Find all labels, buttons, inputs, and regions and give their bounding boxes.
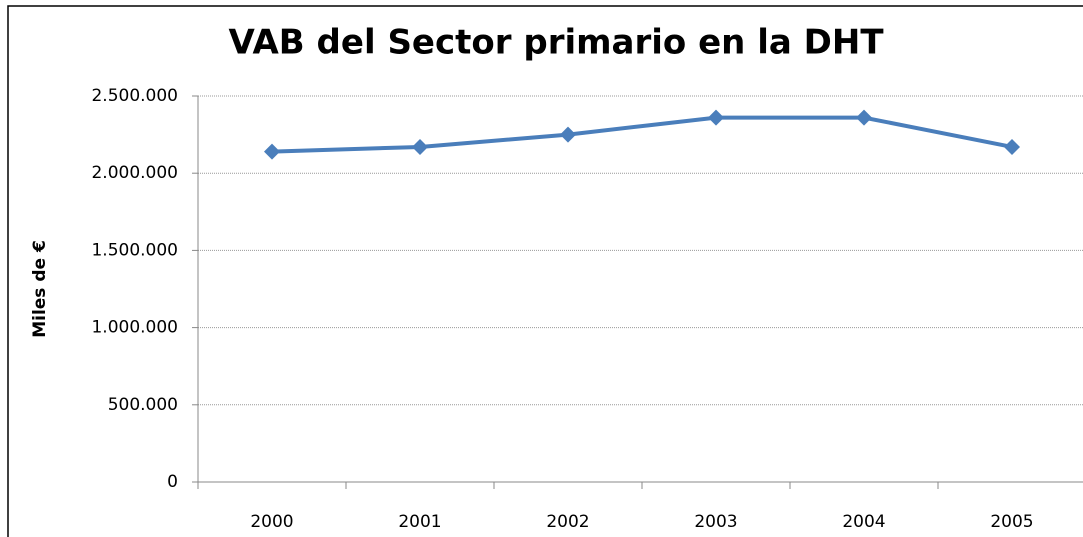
y-tick-label: 500.000 bbox=[108, 395, 178, 415]
y-tick-label: 2.000.000 bbox=[91, 163, 178, 183]
data-point bbox=[264, 143, 280, 160]
y-tick-label: 0 bbox=[167, 472, 178, 492]
x-tick-label: 2003 bbox=[694, 512, 737, 532]
x-tick-label: 2004 bbox=[842, 512, 885, 532]
y-tick-label: 1.500.000 bbox=[91, 240, 178, 260]
data-point bbox=[708, 109, 724, 126]
data-point bbox=[856, 109, 872, 126]
x-tick-label: 2005 bbox=[990, 512, 1033, 532]
x-tick-label: 2000 bbox=[250, 512, 293, 532]
data-point bbox=[412, 138, 428, 155]
data-point bbox=[560, 126, 576, 143]
x-tick-label: 2002 bbox=[546, 512, 589, 532]
chart-frame bbox=[7, 5, 1083, 537]
data-line bbox=[271, 115, 1013, 154]
data-point bbox=[1004, 138, 1020, 155]
chart-title: VAB del Sector primario en la DHT bbox=[228, 23, 884, 63]
y-tick-label: 2.500.000 bbox=[91, 86, 178, 106]
y-tick-label: 1.000.000 bbox=[91, 318, 178, 338]
x-tick-label: 2001 bbox=[398, 512, 441, 532]
y-axis-label: Miles de € bbox=[30, 240, 50, 338]
